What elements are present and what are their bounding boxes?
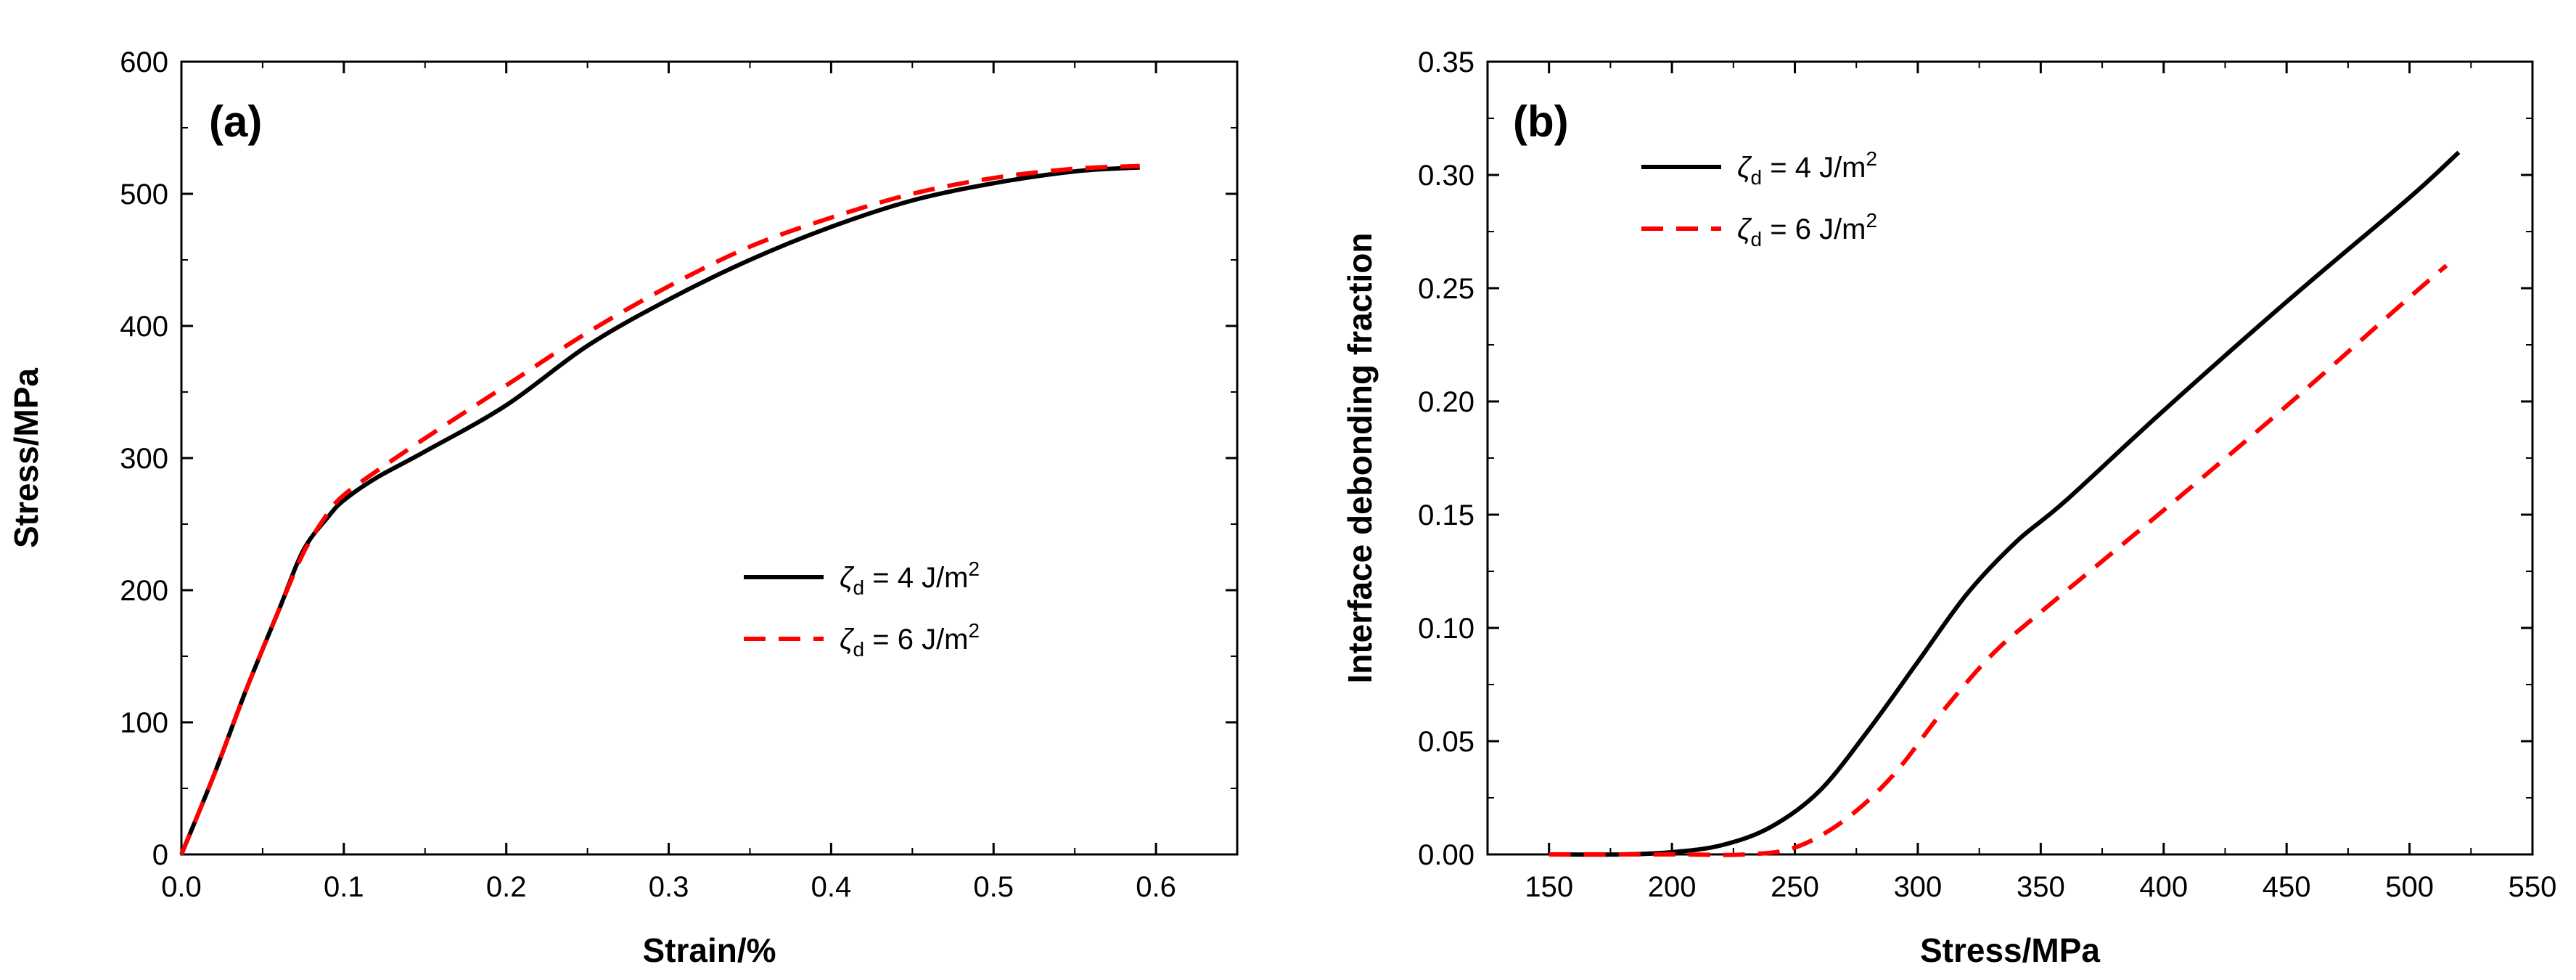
x-tick-label: 150	[1525, 871, 1573, 903]
x-tick-label: 0.0	[161, 871, 202, 903]
x-tick-label: 250	[1771, 871, 1819, 903]
y-tick-label: 500	[120, 179, 168, 211]
x-tick-label: 450	[2263, 871, 2311, 903]
legend-label-2: ζd = 6 J/m2	[840, 619, 980, 661]
chart-a: 0.0 0.1 0.2 0.3 0.4 0.5 0.6 0 100 200 300 400 500 600…	[7, 46, 1239, 969]
series-line-1	[179, 165, 1140, 856]
y-tick-label: 100	[120, 707, 168, 739]
x-tick-label: 0.6	[1136, 871, 1176, 903]
x-tick-label: 350	[2017, 871, 2065, 903]
legend-subscript: d	[853, 576, 865, 599]
y-tick-label: 0	[152, 839, 168, 871]
x-axis-label: Stress/MPa	[1920, 931, 2100, 969]
legend-superscript: 2	[969, 558, 980, 580]
x-tick-label: 0.5	[973, 871, 1014, 903]
panel-label: (a)	[209, 97, 262, 146]
legend-symbol: ζ	[840, 624, 855, 656]
x-axis-label: Strain/%	[642, 931, 776, 969]
legend-text: = 4 J/m	[1762, 152, 1866, 184]
plot-frame	[1486, 60, 2534, 856]
x-tick-label: 400	[2139, 871, 2188, 903]
series-line-1	[1549, 150, 2461, 857]
y-tick-label: 200	[120, 575, 168, 607]
legend-text: = 6 J/m	[1762, 213, 1866, 245]
legend-symbol: ζ	[1737, 152, 1752, 184]
y-tick-label: 0.20	[1418, 386, 1474, 418]
y-tick-label: 600	[120, 46, 168, 78]
legend-label-1: ζd = 4 J/m2	[1737, 147, 1877, 189]
panel-label: (b)	[1513, 97, 1569, 146]
series-line-2	[1549, 264, 2448, 857]
legend-text: = 4 J/m	[864, 562, 968, 594]
y-tick-label: 400	[120, 311, 168, 343]
x-tick-label: 0.2	[486, 871, 527, 903]
legend-symbol: ζ	[1737, 213, 1752, 245]
x-tick-label: 300	[1894, 871, 1943, 903]
y-tick-label: 0.05	[1418, 726, 1474, 758]
legend-subscript: d	[853, 638, 865, 661]
x-tick-label: 200	[1648, 871, 1697, 903]
y-tick-label: 0.10	[1418, 613, 1474, 645]
y-tick-label: 300	[120, 443, 168, 475]
series-line-2	[179, 163, 1140, 856]
y-tick-label: 0.00	[1418, 839, 1474, 871]
legend-text: = 6 J/m	[864, 624, 968, 656]
y-axis-label: Stress/MPa	[7, 368, 45, 548]
x-tick-label: 500	[2385, 871, 2434, 903]
y-tick-label: 0.15	[1418, 499, 1474, 531]
legend-superscript: 2	[969, 619, 980, 642]
legend-subscript: d	[1751, 166, 1763, 189]
x-tick-label: 0.4	[811, 871, 852, 903]
y-axis-label: Interface debonding fraction	[1341, 232, 1379, 683]
y-tick-label: 0.30	[1418, 160, 1474, 192]
y-tick-label: 0.25	[1418, 273, 1474, 305]
x-tick-label: 550	[2509, 871, 2557, 903]
plot-frame	[180, 60, 1239, 856]
y-tick-label: 0.35	[1418, 46, 1474, 78]
x-tick-label: 0.3	[649, 871, 689, 903]
chart-b: 150 200 250 300 350 400 450 500 550 0.00 0.05 0.10 0…	[1341, 46, 2556, 969]
x-tick-label: 0.1	[324, 871, 364, 903]
legend-symbol: ζ	[840, 562, 855, 594]
legend-superscript: 2	[1866, 209, 1878, 232]
legend-superscript: 2	[1866, 147, 1878, 170]
legend-label-1: ζd = 4 J/m2	[840, 558, 980, 599]
legend-label-2: ζd = 6 J/m2	[1737, 209, 1877, 250]
legend-subscript: d	[1751, 228, 1763, 250]
